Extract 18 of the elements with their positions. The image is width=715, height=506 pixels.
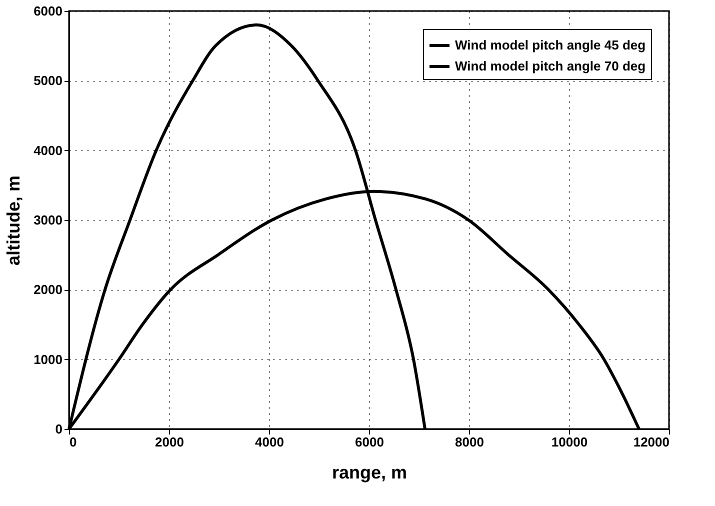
y-tick-label: 2000: [34, 282, 62, 298]
y-tick-label: 4000: [34, 142, 62, 158]
y-tick-label: 5000: [34, 73, 62, 88]
legend-label: Wind model pitch angle 70 deg: [455, 58, 646, 74]
y-axis-title: altitude, m: [4, 175, 24, 266]
x-tick-label: 8000: [455, 434, 484, 450]
x-tick-label: 2000: [155, 434, 184, 450]
y-tick-label: 3000: [34, 212, 62, 228]
x-tick-label: 10000: [551, 434, 588, 450]
x-tick-label: 6000: [355, 434, 384, 450]
x-axis-title: range, m: [332, 462, 408, 482]
y-tick-label: 6000: [34, 4, 62, 18]
y-tick-label: 1000: [34, 352, 62, 367]
x-tick-label: 12000: [633, 434, 670, 450]
x-tick-label: 0: [70, 434, 77, 450]
x-tick-label: 4000: [255, 434, 284, 450]
legend-label: Wind model pitch angle 45 deg: [455, 38, 646, 52]
y-tick-label: 0: [55, 422, 62, 436]
